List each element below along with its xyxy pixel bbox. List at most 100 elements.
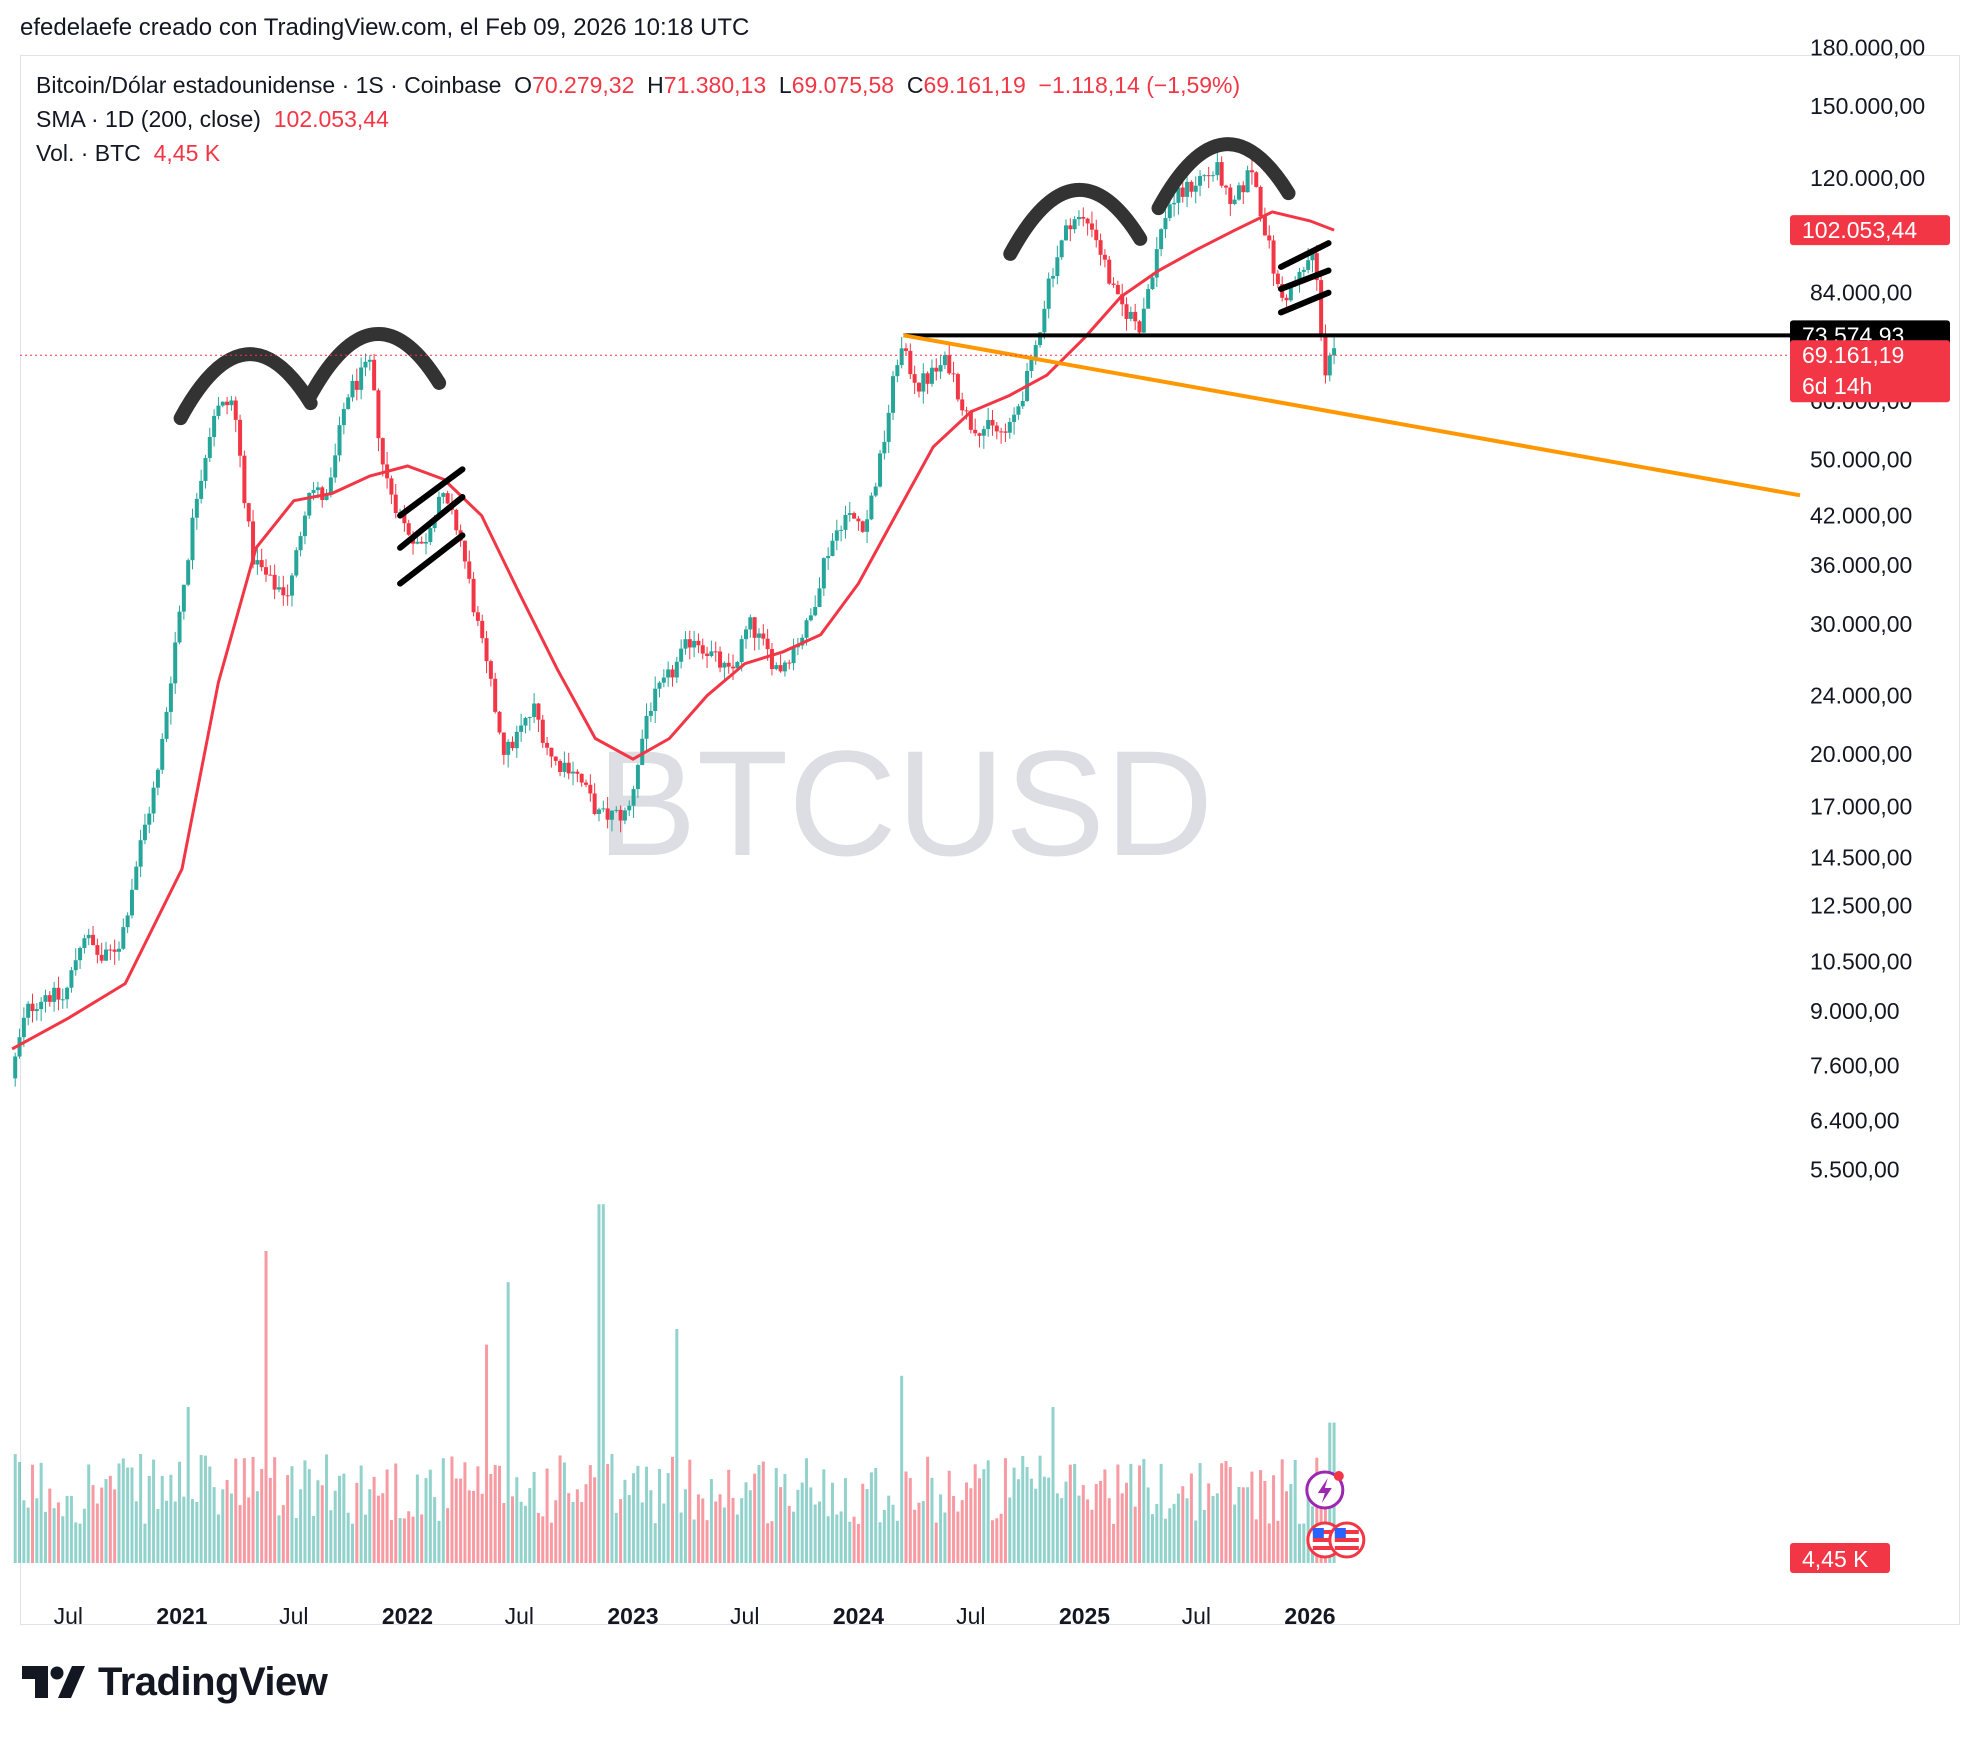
candle-body[interactable] [830,540,835,556]
candle-body[interactable] [808,615,813,621]
candle-body[interactable] [1167,204,1172,219]
candle-body[interactable] [584,782,589,785]
candle-body[interactable] [731,666,736,669]
candle-body[interactable] [908,350,913,375]
candle-body[interactable] [346,397,351,410]
candle-body[interactable] [194,498,199,518]
lightning-event-icon[interactable] [1305,1470,1345,1510]
candle-body[interactable] [865,519,870,532]
candle-body[interactable] [99,954,104,961]
candle-body[interactable] [532,703,537,718]
candle-body[interactable] [592,793,597,814]
candle-body[interactable] [1003,431,1008,433]
candle-body[interactable] [1063,225,1068,241]
candle-body[interactable] [1215,162,1220,176]
candle-body[interactable] [1051,276,1056,279]
candle-body[interactable] [648,710,653,716]
candle-body[interactable] [104,949,109,961]
candle-body[interactable] [315,487,320,491]
candle-body[interactable] [566,762,571,774]
candle-body[interactable] [852,513,857,519]
candle-body[interactable] [1094,229,1099,241]
candle-body[interactable] [1033,345,1038,359]
candle-body[interactable] [713,651,718,653]
candle-body[interactable] [960,399,965,411]
candle-body[interactable] [125,915,130,928]
candle-body[interactable] [493,678,498,712]
candle-body[interactable] [419,541,424,544]
channel-line[interactable] [1277,267,1332,292]
candle-body[interactable] [1016,406,1021,415]
candle-body[interactable] [1163,218,1168,230]
candle-body[interactable] [359,367,364,390]
candle-body[interactable] [173,642,178,684]
candle-body[interactable] [30,1003,35,1012]
candle-body[interactable] [73,960,78,971]
candle-body[interactable] [1202,175,1207,177]
candle-body[interactable] [947,355,952,374]
candle-body[interactable] [462,540,467,562]
candle-body[interactable] [527,717,532,719]
candle-body[interactable] [929,367,934,384]
candle-body[interactable] [1284,297,1289,301]
candle-body[interactable] [653,688,658,711]
candle-body[interactable] [990,419,995,426]
candle-body[interactable] [839,529,844,531]
channel-line[interactable] [1277,289,1332,316]
candle-body[interactable] [328,477,333,495]
candle-body[interactable] [938,365,943,372]
candle-body[interactable] [1271,240,1276,274]
candle-body[interactable] [912,374,917,383]
candle-body[interactable] [1219,162,1224,186]
candle-body[interactable] [26,1003,31,1018]
candle-body[interactable] [1133,311,1138,322]
candle-body[interactable] [1029,358,1034,371]
candle-body[interactable] [748,617,753,630]
candle-body[interactable] [575,771,580,774]
candle-body[interactable] [337,425,342,456]
candle-body[interactable] [1076,216,1081,220]
candle-body[interactable] [899,348,904,366]
candle-body[interactable] [769,649,774,670]
candle-body[interactable] [558,760,563,772]
candle-body[interactable] [1042,308,1047,333]
candle-body[interactable] [981,429,986,436]
candle-body[interactable] [333,455,338,478]
candle-body[interactable] [700,645,705,654]
candle-body[interactable] [614,809,619,811]
pattern-arc[interactable] [1151,137,1296,216]
candle-body[interactable] [1137,321,1142,333]
candle-body[interactable] [718,651,723,668]
candle-body[interactable] [596,809,601,814]
candle-body[interactable] [696,640,701,646]
candle-body[interactable] [826,555,831,559]
candle-body[interactable] [1267,235,1272,241]
candle-body[interactable] [1297,271,1302,285]
candle-body[interactable] [1098,240,1103,255]
candle-body[interactable] [579,773,584,783]
candle-body[interactable] [1223,185,1228,188]
candle-body[interactable] [756,633,761,638]
candle-body[interactable] [1150,277,1155,290]
candle-body[interactable] [813,606,818,616]
candle-body[interactable] [39,1001,44,1010]
candle-body[interactable] [744,629,748,640]
candle-body[interactable] [177,611,182,643]
candle-body[interactable] [886,412,891,442]
candle-body[interactable] [220,401,225,406]
candle-body[interactable] [43,995,48,1002]
candle-body[interactable] [1249,170,1254,173]
candle-body[interactable] [1258,186,1263,217]
candle-body[interactable] [21,1017,26,1038]
candle-body[interactable] [1107,259,1112,284]
candle-body[interactable] [964,410,969,412]
candle-body[interactable] [17,1037,22,1057]
candle-body[interactable] [640,738,645,766]
candle-body[interactable] [238,419,243,456]
candle-body[interactable] [307,492,312,516]
candle-body[interactable] [782,662,787,672]
candle-body[interactable] [1055,257,1060,277]
candle-body[interactable] [246,503,251,522]
candle-body[interactable] [843,514,848,530]
candle-body[interactable] [1059,240,1064,258]
